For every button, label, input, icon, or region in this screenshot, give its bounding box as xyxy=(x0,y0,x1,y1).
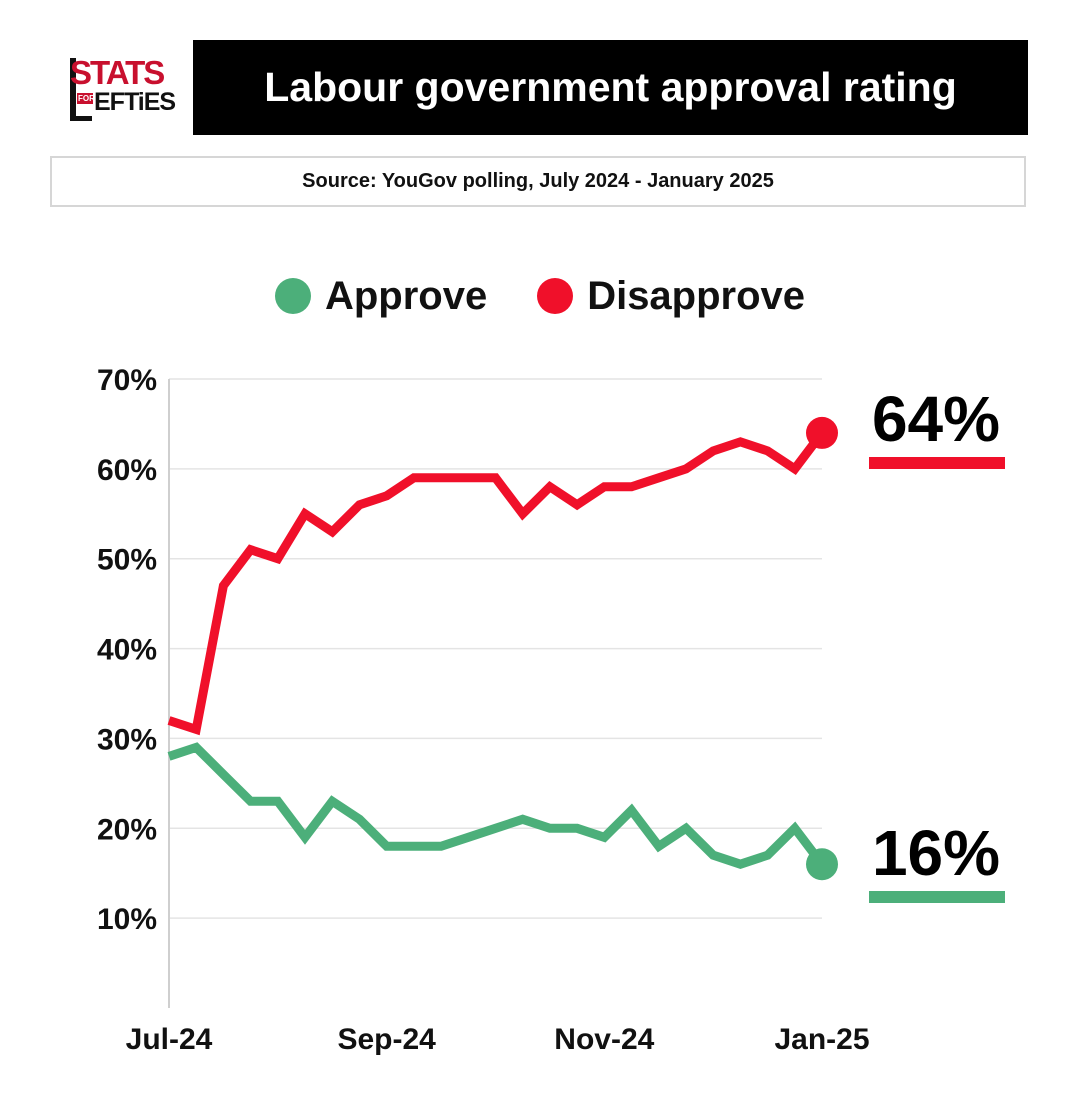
logo-for-text: FOR xyxy=(77,93,95,104)
legend-label-approve: Approve xyxy=(324,273,488,318)
chart-title: Labour government approval rating xyxy=(193,40,1028,135)
x-tick-label: Jul-24 xyxy=(126,1023,213,1056)
y-tick-label: 60% xyxy=(97,454,157,487)
y-tick-label: 50% xyxy=(97,544,157,577)
y-tick-label: 10% xyxy=(97,903,157,936)
x-tick-label: Sep-24 xyxy=(337,1023,436,1056)
end-label-bar-disapprove xyxy=(869,457,1005,469)
legend-label-disapprove: Disapprove xyxy=(587,273,806,318)
legend-dot-approve xyxy=(274,278,311,314)
y-tick-label: 40% xyxy=(97,634,157,667)
series-line-approve xyxy=(167,742,826,869)
series-line-disapprove xyxy=(167,430,826,736)
stats-for-lefties-logo: STATS FOR EFTiES xyxy=(68,54,176,121)
legend-item-approve: Approve xyxy=(274,273,488,319)
logo-stats-text: STATS xyxy=(70,54,165,91)
logo-bar xyxy=(70,58,76,118)
y-tick-label: 20% xyxy=(97,813,157,846)
y-tick-label: 70% xyxy=(97,364,157,397)
chart-legend: Approve Disapprove xyxy=(0,268,1080,324)
legend-item-disapprove: Disapprove xyxy=(537,274,805,319)
source-note: Source: YouGov polling, July 2024 - Janu… xyxy=(50,156,1026,207)
y-tick-label: 30% xyxy=(97,723,157,756)
series-end-point-disapprove xyxy=(806,416,838,449)
x-tick-label: Jan-25 xyxy=(774,1023,869,1056)
logo-efties-text: EFTiES xyxy=(94,88,176,116)
legend-dot-disapprove xyxy=(537,278,574,314)
logo-base xyxy=(70,116,92,121)
x-tick-label: Nov-24 xyxy=(554,1023,654,1056)
end-value-label-approve: 16% xyxy=(872,817,1000,889)
series-end-point-approve xyxy=(806,848,838,881)
end-label-bar-approve xyxy=(869,891,1005,903)
end-value-label-disapprove: 64% xyxy=(872,383,1000,455)
